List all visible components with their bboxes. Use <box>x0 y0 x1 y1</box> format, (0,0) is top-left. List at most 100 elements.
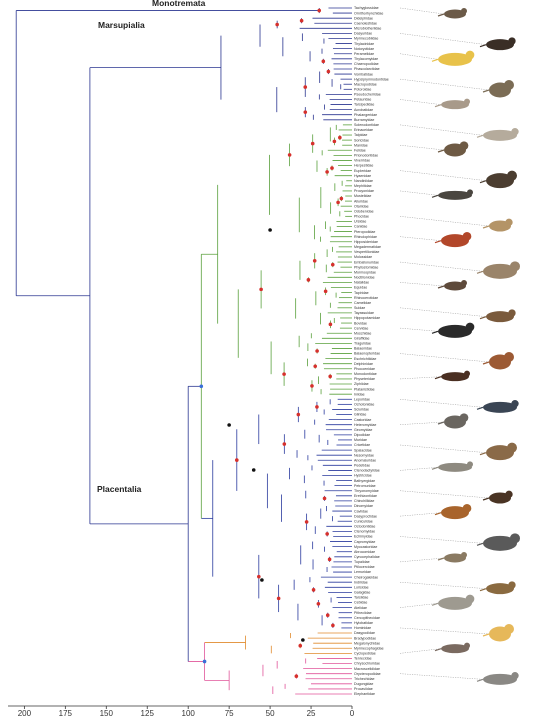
taxon-label: Thylacomyidae <box>354 57 378 61</box>
taxon-label: Caenolestidae <box>354 21 377 25</box>
deer-illustration <box>482 352 514 370</box>
taxon-label: Platanistidae <box>354 387 375 391</box>
node-calibration-red <box>298 643 303 648</box>
clade-label-marsupialia: Marsupialia <box>98 20 145 30</box>
time-axis: 200 175 150 125 100 75 50 25 0 <box>8 705 355 717</box>
taxon-label: Mormoopidae <box>354 270 376 274</box>
taxon-label: Erinaceidae <box>354 128 373 132</box>
taxon-label: Myocastoridae <box>354 545 377 549</box>
elephant-illustration <box>476 672 519 685</box>
leader-line <box>399 648 442 654</box>
taxon-label: Geomyidae <box>354 428 372 432</box>
mole-illustration <box>479 170 517 189</box>
zebra-illustration <box>431 322 475 338</box>
node-calibration-black <box>227 423 231 427</box>
taxon-label: Ctenomyidae <box>354 530 375 534</box>
node-calibration-red <box>321 59 326 64</box>
taxon-label: Dinomyidae <box>354 504 373 508</box>
node-calibration-red <box>339 196 344 201</box>
taxon-label: Myrmecophagidae <box>354 646 384 650</box>
node-calibration-red <box>234 458 239 462</box>
taxon-label: Macroscelididae <box>354 667 380 671</box>
taxon-label: Mephitidae <box>354 184 372 188</box>
leader-line <box>399 627 490 635</box>
node-calibration-red <box>331 623 335 628</box>
taxon-label: Erethizontidae <box>354 494 377 498</box>
node-calibration-red <box>282 442 287 446</box>
taxon-label: Nandiniidae <box>354 179 373 183</box>
node-calibration-red <box>330 262 335 267</box>
taxon-label: Dugongidae <box>354 682 373 686</box>
taxon-label: Otariidae <box>354 204 369 208</box>
taxon-label: Hypsiprymnodontidae <box>354 77 389 81</box>
colugo-illustration <box>476 533 520 551</box>
node-calibration-red <box>316 602 321 606</box>
node-calibration-red <box>304 520 309 524</box>
taxon-label: Phyllostomidae <box>354 265 378 269</box>
taxon-label: Megalonychidae <box>354 641 380 645</box>
taxon-label: Tapiridae <box>354 291 369 295</box>
node-calibration-black <box>260 578 264 582</box>
taxon-label: Elephantidae <box>354 692 375 696</box>
leader-line <box>399 144 445 151</box>
taxon-label: Petromuridae <box>354 484 376 488</box>
taxon-label: Petauridae <box>354 98 371 102</box>
taxon-label: Prionodontidae <box>354 154 378 158</box>
taxon-label: Eschrichtiidae <box>354 357 376 361</box>
taxon-label: Hipposideridae <box>354 240 378 244</box>
echidna-illustration <box>437 8 467 19</box>
taxon-label: Canidae <box>354 225 367 229</box>
axis-tick-label: 150 <box>100 709 114 717</box>
taxon-label: Cynocephalidae <box>354 555 380 559</box>
leader-line <box>399 7 445 15</box>
axis-tick-label: 75 <box>225 709 234 717</box>
flying-fox-illustration <box>479 309 516 323</box>
node-calibration-blue <box>199 384 204 389</box>
taxon-label: Myrmecobiidae <box>354 37 378 41</box>
node-calibration-black <box>301 638 305 642</box>
taxon-label: Ailuridae <box>354 199 368 203</box>
taxon-label: Capromyidae <box>354 540 375 544</box>
taxon-label: Viverridae <box>354 159 370 163</box>
taxon-label: Natalidae <box>354 281 369 285</box>
taxon-label: Caviidae <box>354 509 368 513</box>
node-calibration-black <box>251 468 256 472</box>
taxon-label: Rhinocerotidae <box>354 296 378 300</box>
taxon-label: Didelphidae <box>354 16 373 20</box>
marsupial-mole-illustration <box>431 50 475 66</box>
taxon-label: Tupaiidae <box>354 560 370 564</box>
taxon-label: Emballonuridae <box>354 260 379 264</box>
leader-line <box>399 33 487 45</box>
taxon-label: Macropodidae <box>354 82 377 86</box>
node-calibration-red <box>299 18 304 23</box>
ferret-illustration <box>476 261 520 279</box>
taxon-label: Atelidae <box>354 606 367 610</box>
clade-label-placentalia: Placentalia <box>97 484 142 494</box>
leader-line <box>399 99 442 105</box>
wombat-like-rodent-illustration <box>482 490 513 504</box>
taxon-label: Cheirogaleidae <box>354 575 378 579</box>
taxon-label: Physeteridae <box>354 377 375 381</box>
taxon-label: Peramelidae <box>354 52 374 56</box>
taxon-label: Solenodontidae <box>354 123 379 127</box>
taxon-label: Hippopotamidae <box>354 316 380 320</box>
taxon-label: Trichechidae <box>354 677 374 681</box>
taxon-label: Ochotonidae <box>354 403 374 407</box>
taxon-label: Vombatidae <box>354 72 373 76</box>
node-calibration-red <box>330 166 334 170</box>
clade-label-monotremata: Monotremata <box>152 0 206 8</box>
taxon-label: Cuniculidae <box>354 519 373 523</box>
animal-illustrations <box>431 8 520 685</box>
bandicoot-illustration <box>434 98 470 110</box>
leader-line <box>399 399 484 408</box>
node-calibration-red <box>296 412 301 417</box>
taxon-label: Hyaenidae <box>354 174 371 178</box>
taxon-label: Bovidae <box>354 321 367 325</box>
taxon-label: Abrocomidae <box>354 550 375 554</box>
leader-line <box>399 673 484 680</box>
taxon-label: Orycteropodidae <box>354 672 381 676</box>
taxon-label: Soricidae <box>354 138 369 142</box>
taxon-label: Ptilocercidae <box>354 565 375 569</box>
taxon-label: Cricetidae <box>354 443 370 447</box>
taxon-label: Notoryctidae <box>354 47 374 51</box>
